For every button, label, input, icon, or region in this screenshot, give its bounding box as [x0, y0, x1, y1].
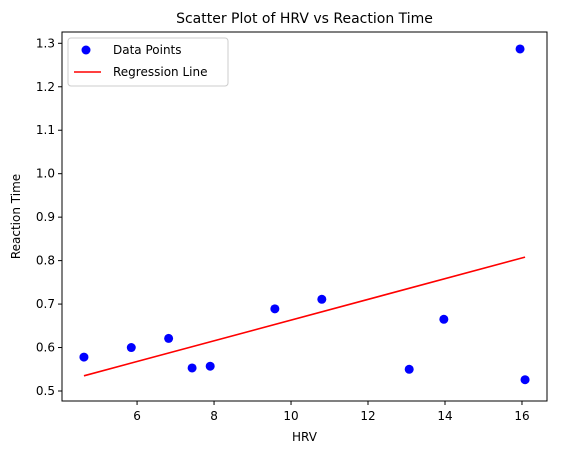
y-tick-label: 0.8: [36, 254, 55, 268]
y-tick-label: 0.7: [36, 297, 55, 311]
legend-label: Regression Line: [113, 65, 207, 79]
y-tick-label: 0.5: [36, 384, 55, 398]
x-tick-label: 14: [437, 409, 452, 423]
x-tick-label: 16: [514, 409, 529, 423]
data-point: [270, 304, 279, 313]
chart-title: Scatter Plot of HRV vs Reaction Time: [176, 11, 433, 27]
data-point: [79, 353, 88, 362]
x-tick-label: 10: [283, 409, 298, 423]
x-tick-label: 6: [133, 409, 141, 423]
y-tick-label: 0.9: [36, 210, 55, 224]
y-tick-label: 0.6: [36, 341, 55, 355]
data-point: [439, 315, 448, 324]
y-axis-title: Reaction Time: [9, 174, 23, 259]
data-point: [317, 295, 326, 304]
data-point: [127, 343, 136, 352]
data-point: [516, 44, 525, 53]
data-point: [405, 365, 414, 374]
data-point: [521, 375, 530, 384]
data-point: [164, 334, 173, 343]
y-tick-label: 1.2: [36, 80, 55, 94]
legend-marker-data-points: [82, 46, 91, 55]
x-tick-label: 12: [360, 409, 375, 423]
y-tick-label: 1.1: [36, 123, 55, 137]
data-point: [188, 363, 197, 372]
legend-label: Data Points: [113, 43, 182, 57]
x-tick-label: 8: [210, 409, 218, 423]
y-tick-label: 1.0: [36, 167, 55, 181]
y-tick-label: 1.3: [36, 36, 55, 50]
x-axis-title: HRV: [292, 430, 318, 444]
legend: Data Points Regression Line: [68, 38, 228, 86]
data-point: [206, 362, 215, 371]
